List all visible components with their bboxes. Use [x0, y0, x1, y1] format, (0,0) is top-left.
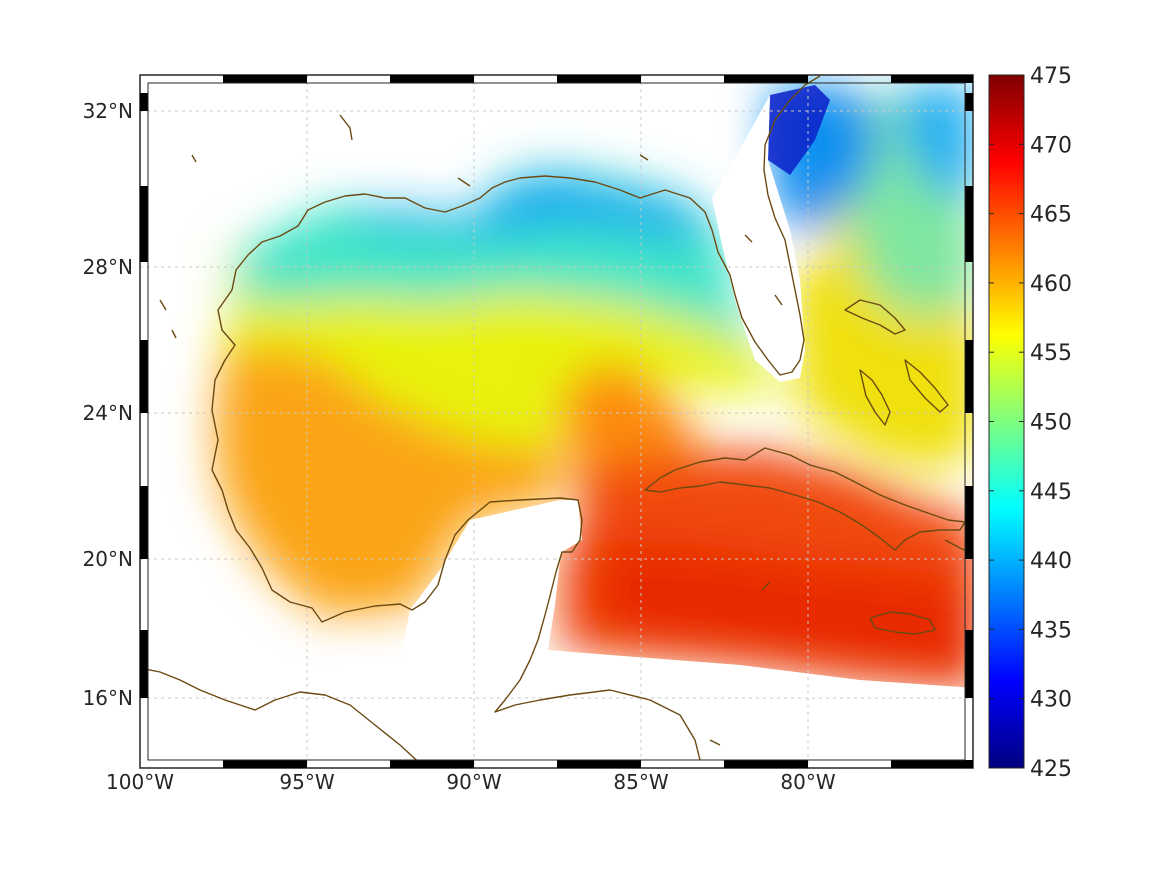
lon-tick-label: 95°W [279, 770, 334, 794]
colorbar-tick-label: 460 [1030, 272, 1072, 297]
coastline-cuba [644, 447, 966, 551]
lon-tick-label: 80°W [780, 770, 835, 794]
coastline-central-america [140, 667, 426, 768]
colorbar: 475 470 465 460 455 450 445 440 435 430 425 [988, 64, 1072, 782]
coastlines [140, 75, 973, 768]
colorbar-ticks: 475 470 465 460 455 450 445 440 435 430 425 [989, 64, 1072, 782]
lon-tick-label: 100°W [106, 770, 174, 794]
colorbar-tick-label: 430 [1030, 688, 1072, 713]
coastline-bahamas-2 [859, 369, 891, 426]
coastline-gulf-north [211, 289, 583, 641]
lon-tick-label: 85°W [613, 770, 668, 794]
colorbar-tick-label: 465 [1030, 203, 1072, 228]
map-frame [139, 74, 974, 769]
land-mask-florida [712, 95, 805, 382]
map-grid [140, 75, 973, 768]
lat-tick-label: 32°N [83, 99, 133, 123]
lon-axis-labels: 100°W 95°W 90°W 85°W 80°W [106, 770, 836, 794]
colorbar-tick-label: 455 [1030, 341, 1072, 366]
land-mask-yucatan [400, 500, 582, 680]
colorbar-tick-label: 445 [1030, 480, 1072, 505]
coastline-jamaica [869, 611, 936, 635]
lat-axis-labels: 32°N 28°N 24°N 20°N 16°N [83, 99, 133, 710]
coastline-belize-honduras [494, 639, 701, 761]
data-field [140, 85, 973, 768]
coastline-islands [159, 114, 783, 746]
land-mask-south [140, 650, 973, 768]
coastline-texas-la [231, 75, 821, 376]
colorbar-tick-label: 425 [1030, 757, 1072, 782]
coastline-bahamas-1 [844, 299, 906, 335]
lat-tick-label: 16°N [83, 686, 133, 710]
colorbar-tick-label: 435 [1030, 618, 1072, 643]
lat-tick-label: 20°N [83, 547, 133, 571]
colorbar-tick-label: 440 [1030, 549, 1072, 574]
colorbar-tick-label: 470 [1030, 133, 1072, 158]
lat-tick-label: 28°N [83, 255, 133, 279]
field-atlantic-right [900, 85, 973, 200]
colorbar-gradient [988, 74, 1025, 769]
lon-tick-label: 90°W [446, 770, 501, 794]
coastline-bahamas-3 [904, 359, 949, 413]
colorbar-tick-label: 450 [1030, 411, 1072, 436]
lat-tick-label: 24°N [83, 401, 133, 425]
field-north-shelf-blue [340, 175, 710, 240]
field-coastal-deep-blue [768, 85, 830, 175]
field-caribbean-deep [590, 540, 973, 680]
colorbar-tick-label: 475 [1030, 64, 1072, 89]
